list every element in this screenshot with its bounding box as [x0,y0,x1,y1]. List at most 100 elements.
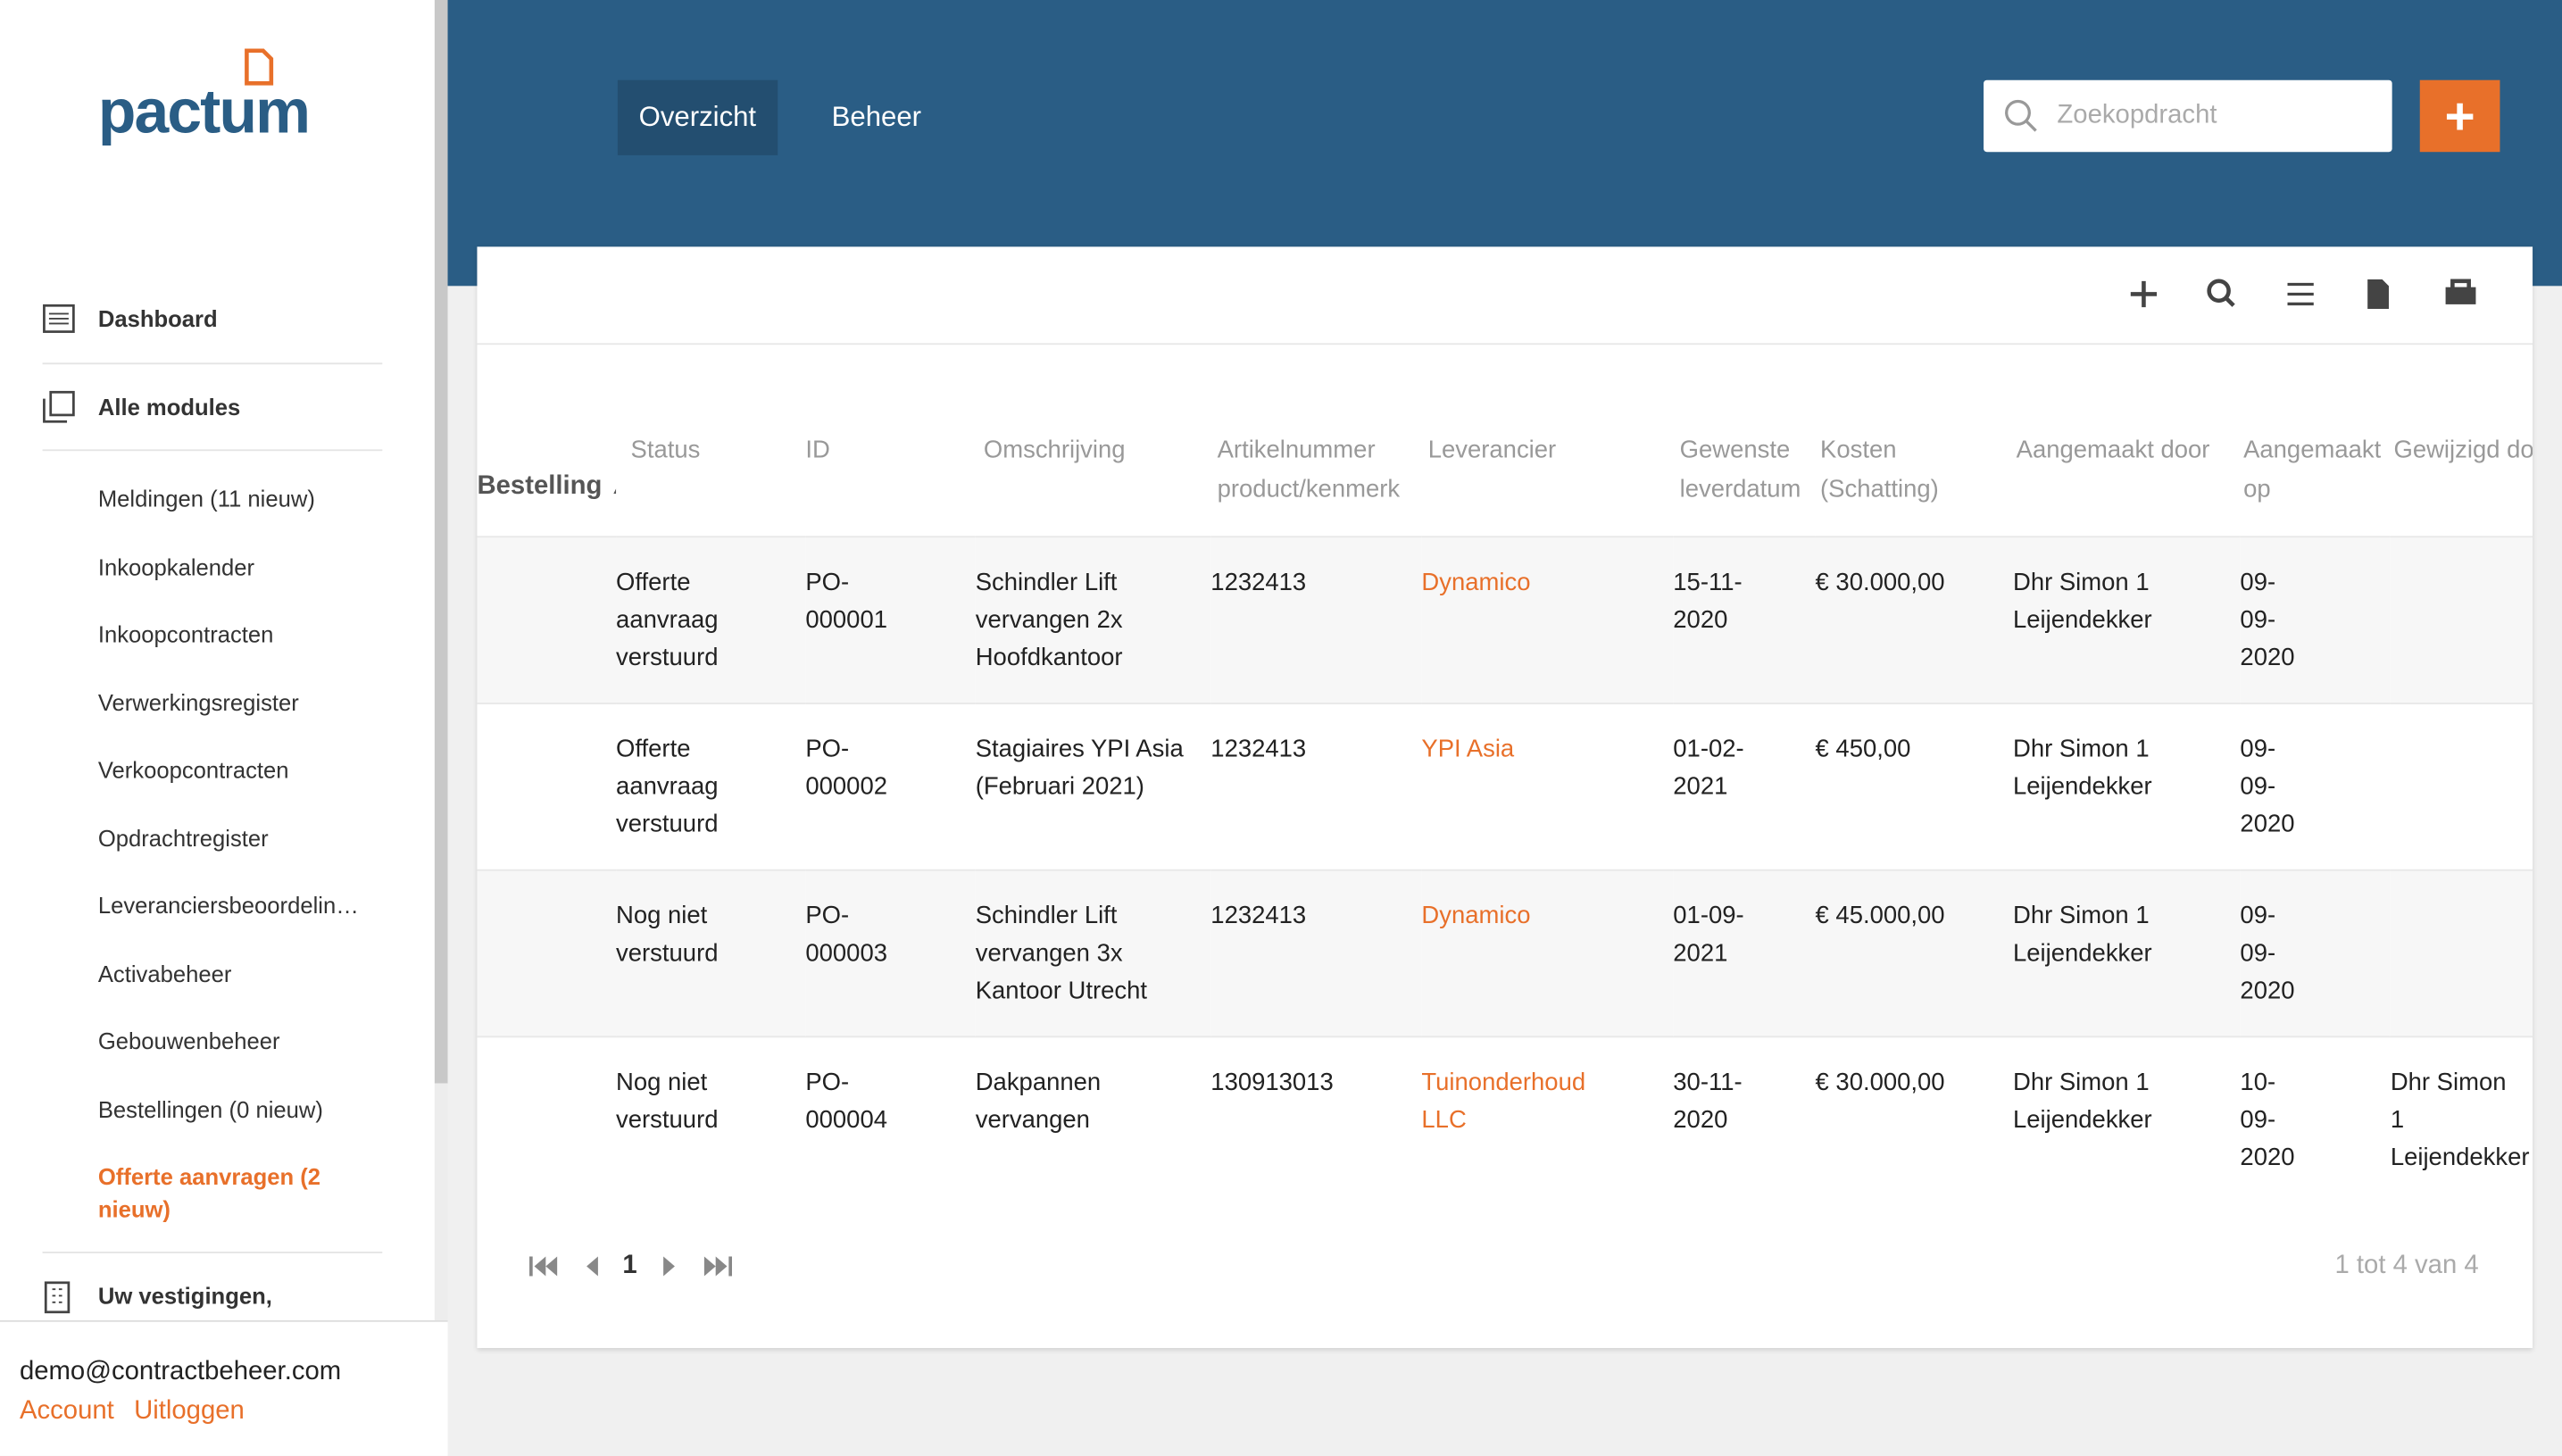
table-cell: Dhr Simon 1 Leijendekker [2013,1036,2241,1203]
header-text: Omschrijving [983,436,1126,464]
column-header[interactable]: Leverancier [1421,345,1673,537]
module-link[interactable]: Verwerkingsregister [97,689,299,716]
column-header[interactable]: Gewenste leverdatum [1673,345,1815,537]
table-cell: Stagiaires YPI Asia (Februari 2021) [975,703,1211,870]
table-cell: Dhr Simon 1 Leijendekker [2390,1036,2533,1203]
module-link[interactable]: Bestellingen (0 nieuw) [97,1096,323,1123]
last-page[interactable] [703,1256,733,1277]
building-icon [44,1281,71,1314]
column-header[interactable]: Bestelling ▲ [477,345,616,537]
filter-icon[interactable] [2287,282,2314,306]
table-cell: 1232413 [1210,869,1422,1037]
table-cell: Dynamico [1421,869,1674,1037]
table-cell: 30-11-2020 [1673,1036,1816,1203]
table-row[interactable]: Nog niet verstuurd PO-000003 Schindler Lif… [477,869,2533,1037]
module-link[interactable]: Meldingen (11 nieuw) [97,485,315,512]
table-cell: 09-09-2020 [2240,703,2391,870]
table-cell: Dhr Simon 1 Leijendekker [2013,536,2241,703]
sort-icon: ▲ [611,480,616,498]
module-link[interactable]: Gebouwenbeheer [97,1028,280,1054]
column-header[interactable]: Gewijzigd door [2391,345,2533,537]
scrollbar-thumb[interactable] [434,0,448,1084]
search-icon [2005,99,2037,132]
table-cell: Dakpannen vervangen [975,1036,1211,1203]
table-cell: PO-000002 [805,703,976,870]
first-page[interactable] [529,1256,558,1277]
column-header[interactable]: Aangemaakt door [2013,345,2240,537]
search-placeholder: Zoekopdracht [2057,101,2217,129]
table-cell: Offerte aanvraag verstuurd [616,536,806,703]
table-cell: PO-000003 [805,869,976,1037]
table-cell [477,536,617,703]
header-text: ID [805,436,830,464]
table-cell: Dhr Simon 1 Leijendekker [2013,703,2241,870]
export-icon[interactable] [2367,279,2389,309]
column-header[interactable]: Aangemaakt op [2240,345,2390,537]
table-cell: Schindler Lift vervangen 2x Hoofdkantoor [975,536,1211,703]
table-cell [2390,869,2533,1037]
table-cell: Nog niet verstuurd [616,869,806,1037]
table-cell: € 450,00 [1815,703,2014,870]
nav-item[interactable]: Alle modules [97,394,241,420]
table-cell: PO-000004 [805,1036,976,1203]
nav-item[interactable]: Uw vestigingen, [97,1282,272,1310]
column-header[interactable]: Omschrijving [976,345,1211,537]
module-link[interactable]: Leveranciersbeoordelin… [97,892,359,919]
module-link[interactable]: Opdrachtregister [97,825,269,852]
column-header[interactable]: Status [616,345,805,537]
header-text: Bestelling [477,471,603,501]
table-card: Bestelling ▲ Status ID Omschrijving Artikelnu… [477,246,2533,1349]
module-link[interactable]: Inkoopkalender [97,553,255,580]
table-cell [2390,536,2533,703]
sidebar: pactum Dashboard Alle modules Meldingen … [0,0,435,1455]
table-cell [477,1036,617,1203]
table-row[interactable]: Offerte aanvraag verstuurd PO-000001 Schin… [477,536,2533,703]
separator [42,449,383,452]
account-link[interactable]: Account [19,1396,114,1426]
table-cell [477,703,617,870]
table-cell: € 30.000,00 [1815,536,2014,703]
add-icon[interactable] [2130,280,2158,308]
separator [42,362,383,365]
pagination-icons [529,1256,733,1277]
column-header[interactable]: ID [805,345,975,537]
table-cell: € 45.000,00 [1815,869,2014,1037]
orders-table: Bestelling ▲ Status ID Omschrijving Artikelnu… [477,345,2533,1203]
current-page[interactable]: 1 [622,1252,637,1280]
module-link[interactable]: Verkoopcontracten [97,756,289,783]
header-text: Leverancier [1427,436,1557,464]
table-body: Offerte aanvraag verstuurd PO-000001 Schin… [477,536,2533,1203]
search-box[interactable]: Zoekopdracht [1984,79,2392,153]
next-page[interactable] [663,1256,675,1277]
table-cell [477,869,617,1037]
top-bar: Overzicht Beheer Zoekopdracht + [447,0,2562,287]
logout-link[interactable]: Uitloggen [134,1396,245,1426]
nav-item[interactable]: Dashboard [97,305,218,332]
print-icon[interactable] [2445,279,2476,304]
column-header[interactable]: Artikelnummer product/kenmerk [1210,345,1421,537]
logo[interactable]: pactum [97,78,311,147]
header-text: Artikelnummer product/kenmerk [1217,436,1401,503]
module-link[interactable]: Inkoopcontracten [97,620,274,647]
table-cell: Dynamico [1421,536,1674,703]
table-cell: € 30.000,00 [1815,1036,2014,1203]
table-cell: 09-09-2020 [2240,869,2391,1037]
user-email: demo@contractbeheer.com [19,1358,342,1386]
table-row[interactable]: Offerte aanvraag verstuurd PO-000002 Stagi… [477,703,2533,870]
tab[interactable]: Beheer [831,101,922,133]
toolbar-divider [477,343,2533,345]
separator [42,1252,383,1253]
header-text: Aangemaakt op [2243,436,2382,503]
tab-active[interactable]: Overzicht [617,79,778,155]
column-header[interactable]: Kosten (Schatting) [1816,345,2013,537]
module-link[interactable]: Offerte aanvragen (2 nieuw) [97,1163,321,1223]
prev-page[interactable] [586,1256,598,1277]
search-icon[interactable] [2207,279,2235,307]
module-link[interactable]: Activabeheer [97,961,232,987]
table-cell [2390,703,2533,870]
add-button[interactable]: + [2419,79,2500,153]
table-cell: 01-09-2021 [1673,869,1816,1037]
table-row[interactable]: Nog niet verstuurd PO-000004 Dakpannen ver… [477,1036,2533,1203]
